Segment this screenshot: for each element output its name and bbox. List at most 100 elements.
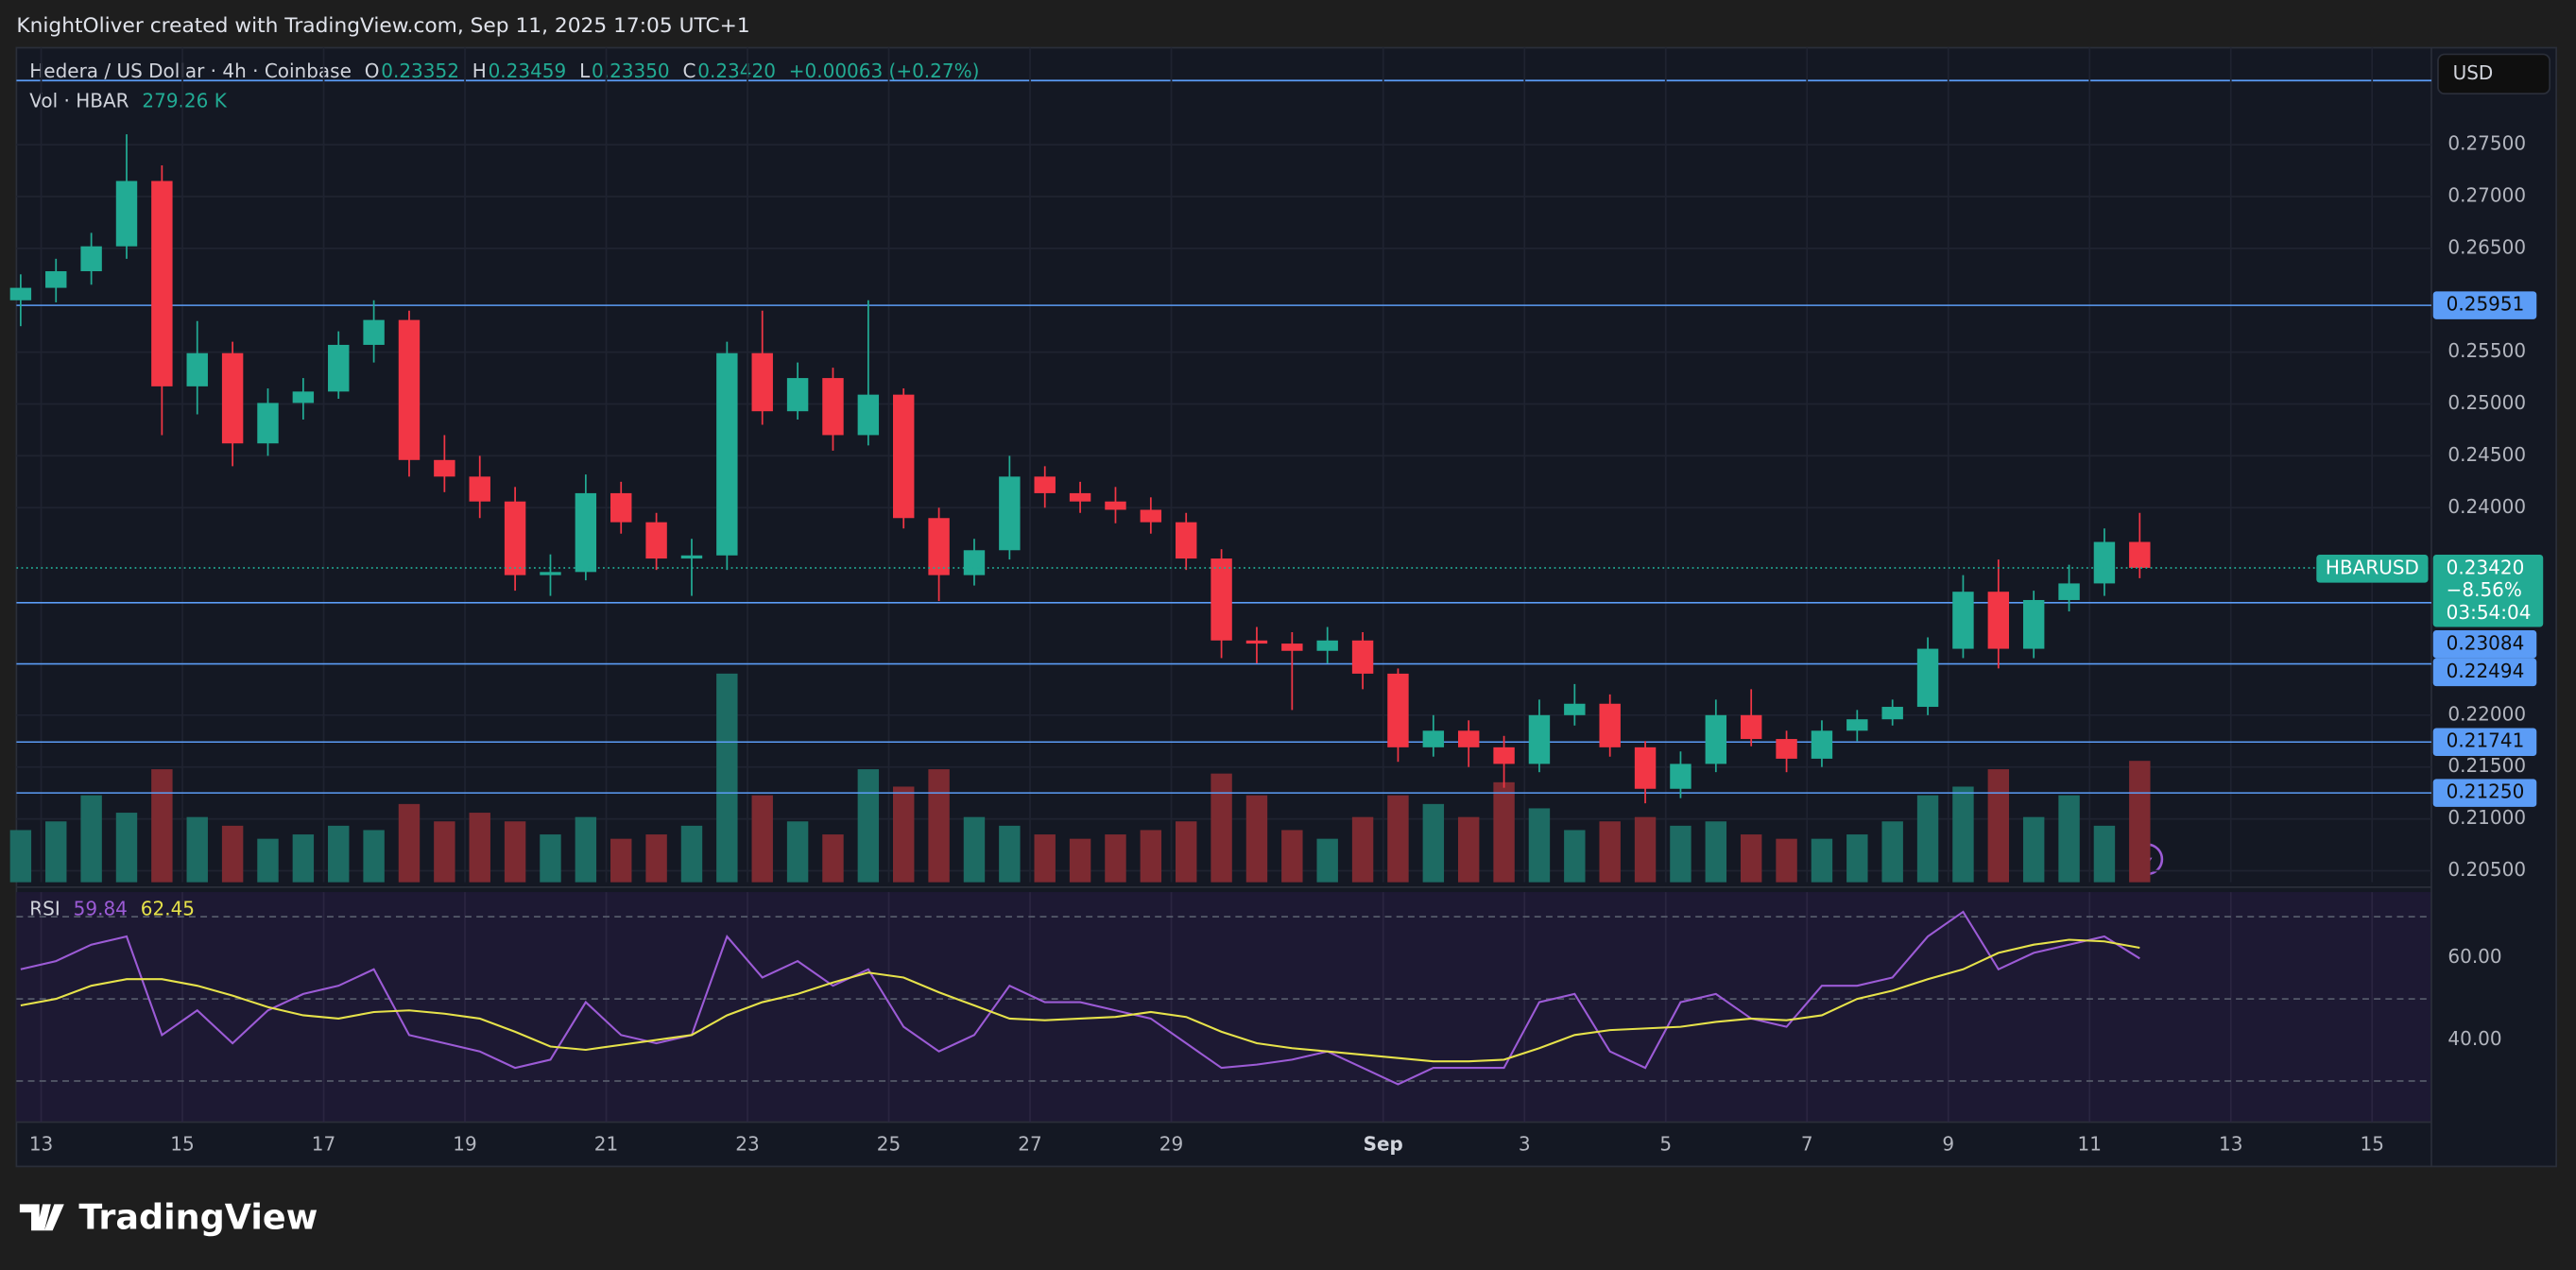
y-tick-label: 0.26500 (2447, 235, 2526, 258)
volume-value: 279.26 K (142, 89, 227, 112)
currency-button[interactable] (2437, 53, 2551, 95)
level-badge (2432, 630, 2537, 659)
volume-bar (822, 834, 844, 883)
volume-bar (1740, 834, 1762, 883)
volume-bar (1634, 816, 1657, 883)
volume-bar (1705, 821, 1727, 883)
candle-body (751, 352, 773, 412)
volume-bar (115, 813, 138, 883)
volume-bar (328, 825, 350, 883)
candle-body (857, 394, 880, 436)
volume-bar (1387, 795, 1409, 883)
candle-body (575, 492, 597, 573)
volume-bar (45, 821, 67, 883)
level-badge (2432, 728, 2537, 757)
volume-bar (2058, 795, 2080, 883)
candle-body (540, 572, 561, 575)
ohlc-value: 0.23420 (697, 60, 776, 82)
y-tick-label: 0.27000 (2447, 183, 2526, 206)
candle-body (2093, 541, 2116, 584)
currency[interactable]: USD (2453, 61, 2494, 84)
volume-bar (786, 821, 809, 883)
price-change: −8.56% (2447, 578, 2522, 601)
price-badge (2432, 555, 2544, 627)
x-tick-label: 19 (453, 1132, 476, 1155)
logo-mark (19, 1204, 64, 1231)
candle-body (1564, 703, 1586, 715)
volume-bar (292, 834, 315, 883)
x-tick-label: 27 (1018, 1132, 1041, 1155)
x-tick-label: 9 (1942, 1132, 1954, 1155)
level-label: 0.23084 (2447, 631, 2525, 654)
volume-bar (893, 786, 915, 883)
candle-body (1245, 640, 1268, 644)
volume-legend: Vol · HBAR (29, 89, 129, 112)
x-tick-label: 5 (1659, 1132, 1672, 1155)
level-badge (2432, 779, 2537, 807)
candle-body (1316, 640, 1338, 651)
ohlc-key: L (579, 60, 591, 82)
symbol-tag (2316, 555, 2429, 583)
candle-body (1105, 501, 1126, 510)
level-badge (2432, 291, 2537, 319)
y-tick-label: 0.21000 (2447, 806, 2526, 829)
level-label: 0.21250 (2447, 781, 2525, 803)
volume-bar (2093, 825, 2116, 883)
candle-body (1740, 714, 1762, 740)
volume-bar (1846, 834, 1868, 883)
price-label: 0.23420 (2447, 556, 2525, 578)
candle-body (257, 403, 279, 444)
countdown: 03:54:04 (2447, 601, 2532, 624)
candle-body (1281, 644, 1303, 651)
volume-bar (1599, 821, 1621, 883)
attribution: KnightOliver created with TradingView.co… (16, 14, 749, 38)
volume-bar (1457, 816, 1480, 883)
ohlc-key: H (472, 60, 487, 82)
volume-bar (963, 816, 986, 883)
volume-bar (1881, 821, 1903, 883)
x-tick-label: 29 (1159, 1132, 1183, 1155)
x-tick-label: 21 (594, 1132, 618, 1155)
y-tick-label: 0.20500 (2447, 858, 2526, 881)
volume-bar (999, 825, 1021, 883)
volume-bar (1316, 838, 1338, 883)
y-tick-label: 0.24500 (2447, 443, 2526, 466)
volume-bar (1811, 838, 1833, 883)
volume-bar (1211, 773, 1232, 883)
volume-bar (1528, 808, 1551, 883)
volume-bar (363, 830, 385, 883)
candle-body (1846, 719, 1868, 731)
rsi-pane (16, 892, 2432, 1123)
candle-body (1069, 492, 1091, 502)
level-label: 0.21741 (2447, 729, 2525, 752)
candle-body (151, 180, 173, 386)
candle-body (504, 501, 526, 575)
volume-bar (1564, 830, 1586, 883)
x-tick-label: 7 (1801, 1132, 1813, 1155)
volume-bar (680, 825, 703, 883)
x-tick-label: 11 (2078, 1132, 2102, 1155)
level-label: 0.22494 (2447, 660, 2525, 682)
volume-bar (504, 821, 526, 883)
candle-body (1776, 739, 1797, 759)
candle-body (1211, 558, 1232, 641)
candle-body (1987, 592, 2010, 649)
candle-body (1634, 747, 1657, 789)
candle-body (716, 352, 738, 556)
candle-body (186, 352, 208, 386)
candle-body (928, 518, 950, 575)
candle-body (2058, 583, 2080, 600)
candle-body (645, 522, 667, 559)
candle-body (963, 550, 986, 575)
volume-bar (1105, 834, 1126, 883)
rsi-ma-line (20, 938, 2140, 1063)
candle-body (1670, 764, 1692, 789)
volume-bar (1034, 834, 1056, 883)
x-tick-label: 15 (170, 1132, 194, 1155)
volume-bar (1916, 795, 1939, 883)
y-tick-label: 0.22000 (2447, 702, 2526, 725)
candle-body (221, 352, 244, 444)
y-tick-label: 0.21500 (2447, 754, 2526, 777)
candle-body (1881, 707, 1903, 720)
